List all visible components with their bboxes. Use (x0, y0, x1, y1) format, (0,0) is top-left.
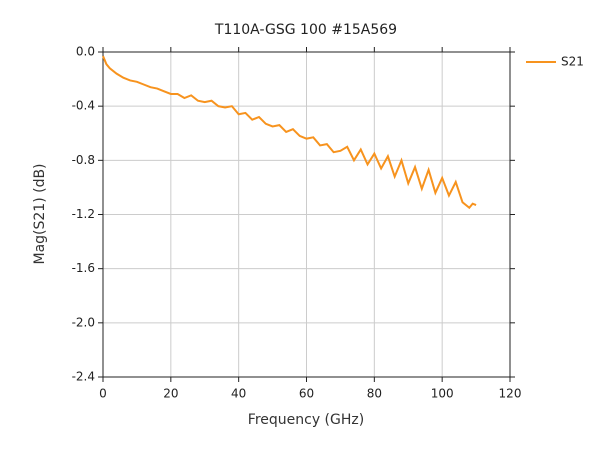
y-tick-label: -2.0 (72, 315, 95, 329)
y-tick-label: -0.8 (72, 153, 95, 167)
x-tick-label: 0 (99, 387, 107, 401)
y-tick-label: 0.0 (76, 45, 95, 59)
x-tick-label: 100 (431, 387, 454, 401)
x-tick-label: 120 (499, 387, 522, 401)
data-line (102, 55, 477, 210)
x-tick-label: 40 (231, 387, 246, 401)
plot-frame (102, 51, 511, 378)
x-tick-label: 60 (299, 387, 314, 401)
x-axis-label: Frequency (GHz) (248, 412, 364, 428)
legend-label: S21 (561, 55, 584, 69)
y-tick-label: -2.4 (72, 370, 95, 384)
y-tick-label: -0.4 (72, 99, 95, 113)
y-tick-label: -1.2 (72, 207, 95, 221)
y-tick-label: -1.6 (72, 261, 95, 275)
x-tick-label: 80 (367, 387, 382, 401)
y-axis-label: Mag(S21) (dB) (32, 163, 48, 264)
x-tick-label: 20 (163, 387, 178, 401)
chart-title: T110A-GSG 100 #15A569 (214, 22, 397, 38)
